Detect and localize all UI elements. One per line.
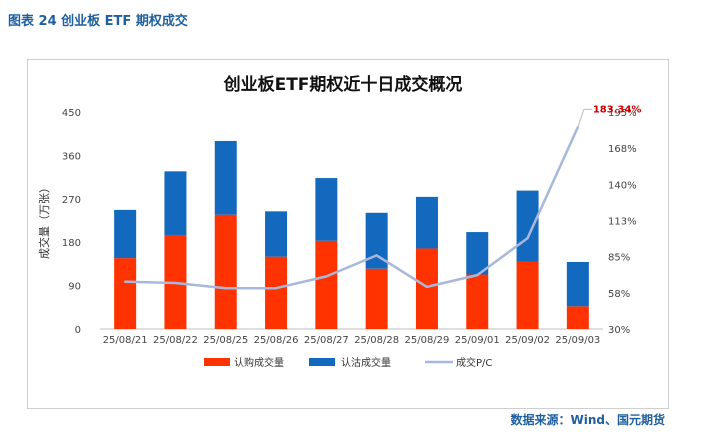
x-tick-label: 25/08/29 [404, 335, 449, 346]
bar-put-volume [265, 211, 288, 257]
y2-tick-label: 30% [608, 325, 630, 336]
y-tick-label: 0 [75, 325, 81, 336]
pc-ratio-point [123, 280, 127, 283]
y-tick-label: 450 [62, 108, 81, 119]
legend-swatch-call [204, 358, 230, 366]
bar-call-volume [415, 248, 438, 329]
legend-label-pc: 成交P/C [456, 356, 492, 369]
bar-put-volume [415, 196, 438, 249]
bar-put-volume [566, 261, 589, 307]
x-tick-label: 25/09/03 [555, 335, 600, 346]
bar-call-volume [566, 306, 589, 329]
annotation-leader-line [577, 108, 592, 128]
bar-put-volume [315, 178, 338, 241]
bar-call-volume [265, 256, 288, 329]
y-tick-label: 360 [62, 151, 81, 162]
pc-ratio-point [425, 285, 429, 289]
y2-tick-label: 85% [608, 253, 630, 264]
y-tick-label: 270 [62, 195, 81, 206]
x-tick-label: 25/08/21 [103, 335, 148, 346]
bar-call-volume [516, 261, 539, 329]
pc-ratio-point [476, 273, 479, 277]
legend-label-call: 认购成交量 [234, 356, 284, 369]
pc-ratio-point [274, 287, 278, 290]
x-tick-label: 25/08/27 [304, 335, 349, 346]
bar-call-volume [214, 214, 237, 329]
pc-ratio-point [526, 237, 529, 240]
bar-put-volume [164, 171, 187, 235]
source-note: 数据来源：Wind、国元期货 [510, 413, 665, 427]
bar-call-volume [466, 274, 489, 329]
y2-tick-label: 195% [608, 108, 637, 119]
bar-put-volume [516, 190, 539, 262]
bar-put-volume [466, 232, 489, 275]
chart-title: 创业板ETF期权近十日成交概况 [223, 74, 463, 95]
annotation-label: 183.34% [593, 104, 642, 115]
x-tick-label: 25/08/22 [153, 335, 198, 346]
pc-ratio-point [325, 275, 328, 278]
pc-ratio-point [174, 281, 177, 285]
bar-put-volume [365, 212, 388, 269]
pc-ratio-point [375, 254, 378, 257]
legend-swatch-put [309, 358, 335, 366]
x-tick-label: 25/09/02 [505, 335, 550, 346]
chart-svg: 创业板ETF期权近十日成交概况 0 90 180 270 360 450 30% 58% 85% 1… [37, 74, 642, 369]
y2-tick-label: 58% [608, 289, 630, 300]
x-tick-label: 25/08/25 [203, 335, 248, 346]
y-tick-label: 180 [62, 238, 81, 249]
legend-label-put: 认沽成交量 [341, 356, 391, 369]
bar-call-volume [315, 240, 338, 329]
y2-tick-label: 168% [608, 144, 637, 155]
pc-ratio-point [224, 287, 227, 290]
x-tick-label: 25/09/01 [455, 335, 500, 346]
figure-label: 图表 24 创业板 ETF 期权成交 [8, 14, 188, 29]
y2-tick-label: 113% [608, 217, 637, 228]
bar-put-volume [114, 209, 137, 259]
bar-put-volume [214, 140, 237, 215]
x-tick-label: 25/08/28 [354, 335, 399, 346]
pc-ratio-line [125, 126, 579, 290]
y2-tick-label: 140% [608, 180, 637, 191]
bar-call-volume [365, 268, 388, 329]
y-axis-label: 成交量（万张） [37, 182, 51, 259]
y-tick-label: 90 [68, 282, 81, 293]
chart-frame: 创业板ETF期权近十日成交概况 0 90 180 270 360 450 30% 58% 85% 1… [27, 59, 669, 409]
bar-call-volume [114, 258, 137, 329]
x-tick-label: 25/08/26 [254, 335, 299, 346]
